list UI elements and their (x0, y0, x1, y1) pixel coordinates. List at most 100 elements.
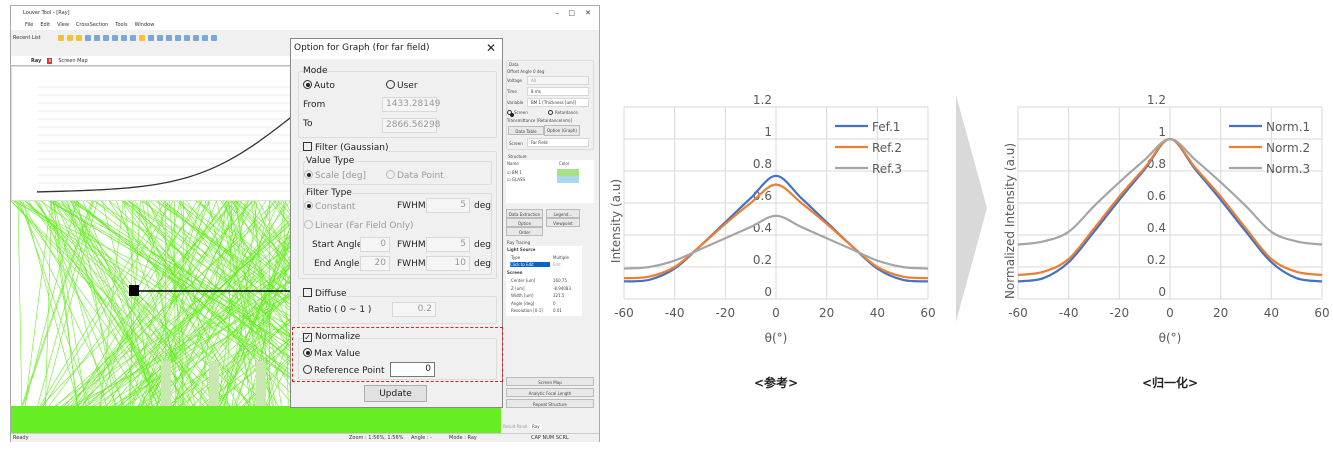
diffuse-checkbox[interactable]: Diffuse (303, 288, 347, 299)
start-angle-input[interactable]: 0 (360, 237, 390, 252)
max-value-radio[interactable]: Max Value (303, 348, 360, 359)
update-button[interactable]: Update (364, 385, 427, 402)
screen-section[interactable]: Screen (507, 270, 523, 275)
from-input[interactable]: 1433.28149 (382, 97, 440, 112)
tool-icon[interactable] (93, 34, 100, 41)
data-extraction-button[interactable]: Data Extraction (506, 209, 543, 218)
name-column: Name (507, 161, 519, 166)
ratio-input[interactable]: 0.2 (392, 302, 436, 317)
user-radio[interactable]: User (386, 80, 418, 91)
ray-line (228, 201, 258, 436)
property-value[interactable]: 0.01 (553, 308, 562, 313)
analytic-focal-length-button[interactable]: Analytic Focal Length (506, 388, 594, 397)
redo-icon[interactable] (165, 34, 172, 41)
property-value[interactable]: 321.5 (553, 293, 565, 298)
tab-ray[interactable]: Ray (31, 58, 42, 64)
tool-icon[interactable] (102, 34, 109, 41)
refresh-icon[interactable] (147, 34, 154, 41)
screen-select[interactable]: Far Field (527, 138, 589, 147)
reference-point-input[interactable]: 0 (390, 362, 435, 377)
menu-crosssection[interactable]: CrossSection (75, 22, 109, 28)
maximize-button[interactable]: □ (568, 9, 575, 17)
end-fwhm-input[interactable]: 10 (426, 256, 470, 271)
tool-icon[interactable] (138, 34, 145, 41)
click-to-edit-cell[interactable]: Click to Edit (510, 262, 550, 267)
menu-edit[interactable]: Edit (40, 22, 51, 28)
tool-icon[interactable] (129, 34, 136, 41)
folder-icon[interactable] (75, 34, 82, 41)
close-dialog-button[interactable]: ✕ (485, 41, 496, 55)
type-value[interactable]: Multiple (553, 255, 569, 260)
structure-item[interactable]: ☑ BM 1 (507, 170, 522, 175)
screen-radio[interactable]: Screen (507, 110, 528, 117)
y-tick-label: 0.6 (753, 189, 772, 203)
legend-label: Ref.3 (872, 162, 902, 176)
normalize-checkbox[interactable]: ✓ Normalize (303, 332, 361, 342)
filter-checkbox[interactable]: Filter (Gaussian) (303, 142, 389, 153)
end-angle-input[interactable]: 20 (360, 256, 390, 271)
property-value[interactable]: 0 (553, 300, 556, 306)
property-value[interactable]: 160.75 (553, 278, 567, 283)
property-label: Center [um] (511, 278, 536, 283)
tool-icon[interactable] (183, 34, 190, 41)
repeat-structure-button[interactable]: Repeat Structure (506, 399, 594, 408)
property-label: Angle [deg] (511, 300, 535, 306)
light-source-section[interactable]: Light Source (507, 247, 536, 252)
tool-icon[interactable] (111, 34, 118, 41)
start-fwhm-input[interactable]: 5 (426, 237, 470, 252)
data-point-radio[interactable]: Data Point (386, 170, 444, 181)
variable-select[interactable]: BM 1 [Thickness [um]] (527, 98, 589, 107)
auto-radio[interactable]: Auto (303, 80, 335, 91)
globe-icon[interactable] (210, 34, 217, 41)
linear-radio[interactable]: Linear (Far Field Only) (304, 220, 414, 231)
recent-list-dropdown[interactable]: Recent List (13, 34, 41, 41)
viewpoint-button[interactable]: Viewpoint (546, 218, 580, 227)
menu-file[interactable]: File (25, 22, 34, 28)
reference-point-radio[interactable]: Reference Point (303, 365, 385, 376)
menu-tools[interactable]: Tools (115, 22, 128, 28)
tool-icon[interactable] (201, 34, 208, 41)
screen-map-button[interactable]: Screen Map (506, 377, 594, 386)
ray-line (55, 201, 198, 436)
data-table-button[interactable]: Data Table (508, 126, 544, 135)
ray-line (116, 201, 205, 436)
voltage-select[interactable]: All (527, 76, 589, 85)
to-input[interactable]: 2866.56298 (382, 118, 440, 133)
scale-radio[interactable]: Scale [deg] (304, 170, 366, 181)
order-button[interactable]: Order (506, 227, 543, 236)
menu-window[interactable]: Window (134, 22, 155, 28)
folder-icon[interactable] (66, 34, 73, 41)
option-graph-button[interactable]: Option (Graph) (544, 125, 580, 136)
ray-line (133, 201, 249, 436)
tool-icon[interactable] (120, 34, 127, 41)
menu-view[interactable]: View (57, 22, 69, 28)
legend-button[interactable]: Legend... (546, 209, 580, 218)
undo-icon[interactable] (156, 34, 163, 41)
ray-line (27, 201, 202, 436)
color-swatch[interactable] (557, 169, 579, 176)
edit-cell[interactable]: Edit (553, 262, 561, 267)
minimize-button[interactable]: – (555, 9, 560, 17)
open-icon[interactable] (57, 34, 64, 41)
time-label: Time (507, 89, 517, 94)
ray-line (20, 201, 52, 436)
constant-radio[interactable]: Constant (304, 201, 355, 212)
save-icon[interactable] (84, 34, 91, 41)
x-tick-label: 20 (819, 306, 834, 320)
option-button[interactable]: Option (506, 218, 543, 227)
close-tab-icon[interactable]: x (47, 58, 53, 64)
from-label: From (303, 100, 326, 110)
series-line-2 (623, 183, 929, 280)
tab-screen-map[interactable]: Screen Map (58, 58, 88, 64)
property-value[interactable]: -8.94083 (553, 285, 571, 291)
tab-ray-panel[interactable]: Ray (530, 424, 542, 429)
structure-item[interactable]: ☑ GLASS (507, 177, 526, 182)
retardance-radio[interactable]: Retardance (548, 110, 578, 115)
close-window-button[interactable]: ✕ (585, 9, 591, 17)
tab-result-panel[interactable]: Result Panel (503, 424, 528, 429)
fwhm-constant-input[interactable]: 5 (426, 198, 470, 213)
tool-icon[interactable] (192, 34, 199, 41)
tool-icon[interactable] (174, 34, 181, 41)
time-select[interactable]: 8 ms (527, 87, 589, 96)
color-swatch[interactable] (557, 176, 579, 183)
